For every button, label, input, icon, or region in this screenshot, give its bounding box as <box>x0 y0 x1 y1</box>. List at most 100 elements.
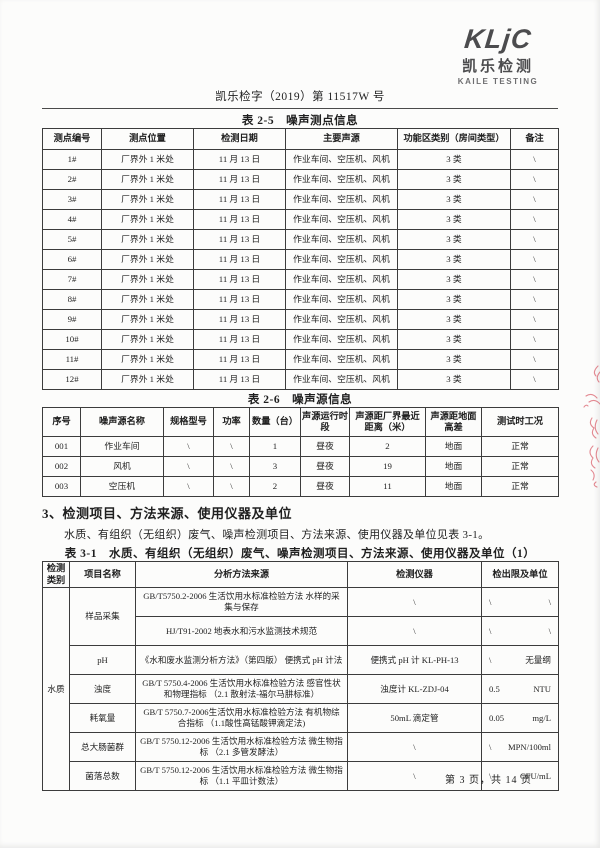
unit: \ <box>548 596 551 607</box>
unit: MPN/100ml <box>508 741 551 752</box>
limit-unit-cell: \ MPN/100ml <box>481 732 559 762</box>
red-stamp-fragment <box>583 365 600 488</box>
table-cell: 厂界外 1 米处 <box>101 189 194 210</box>
table-cell: 11 月 13 日 <box>193 249 286 270</box>
table-cell: \ <box>510 329 559 350</box>
method-cell: GB/T 5750.7-2006生活饮用水标准检验方法 有机物综合指标 （1.1… <box>135 703 348 733</box>
table-cell: 作业车间、空压机、风机 <box>285 369 398 390</box>
table-cell: 3 类 <box>397 209 511 230</box>
column-header: 检出限及单位 <box>481 561 559 588</box>
table-cell: \ <box>510 309 559 330</box>
project-cell: 总大肠菌群 <box>69 732 136 762</box>
table-cell: 风机 <box>80 456 164 477</box>
section-3-heading: 3、检测项目、方法来源、使用仪器及单位 <box>42 506 293 521</box>
instrument-cell: \ <box>347 587 482 617</box>
table-cell: 2# <box>42 169 102 190</box>
table-cell: 10# <box>42 329 102 350</box>
table-row: 2# 厂界外 1 米处 11 月 13 日作业车间、空压机、风机 3 类 \ <box>42 169 559 190</box>
table-cell: 5# <box>42 229 102 250</box>
unit: CFU/mL <box>519 770 551 781</box>
company-logo: KLjC 凯乐检测 KAILE TESTING <box>448 24 548 86</box>
instrument-cell: \ <box>347 616 482 646</box>
detection-limit: \ <box>489 596 492 607</box>
limit-unit-cell: \ \ <box>481 616 559 646</box>
table-cell: 2 <box>349 436 426 457</box>
detection-limit: \ <box>489 625 492 636</box>
detection-limit: \ <box>489 741 492 752</box>
table-cell: 厂界外 1 米处 <box>101 249 194 270</box>
table-cell: 11 月 13 日 <box>193 309 286 330</box>
noise-source-table: 序号 噪声源名称 规格型号 功率 数量（台） 声源运行时段 声源距厂界最近距离（米） 声源距地… <box>42 407 559 497</box>
column-header: 备注 <box>510 128 559 150</box>
table-cell: 昼夜 <box>300 436 350 457</box>
table-cell: 空压机 <box>80 476 164 497</box>
unit: 无量纲 <box>525 654 551 665</box>
table-cell: 作业车间、空压机、风机 <box>285 169 398 190</box>
table-3-1-title: 表 3-1 水质、有组织（无组织）废气、噪声检测项目、方法来源、使用仪器及单位（… <box>64 548 536 560</box>
table-cell: 作业车间、空压机、风机 <box>285 189 398 210</box>
table-cell: 3 类 <box>397 249 511 270</box>
column-header: 数量（台） <box>249 407 301 437</box>
unit: mg/L <box>532 712 551 723</box>
column-header: 检测日期 <box>193 128 286 150</box>
table-cell: \ <box>510 349 559 370</box>
table-row: 002 风机 \ \ 3 昼夜 19 地面 正常 <box>42 456 559 477</box>
table-cell: 3 类 <box>397 289 511 310</box>
table-cell: \ <box>163 456 214 477</box>
method-cell: GB/T 5750.12-2006 生活饮用水标准检验方法 微生物指标 （1.1… <box>135 761 348 791</box>
table-cell: 8# <box>42 289 102 310</box>
table-row: 8# 厂界外 1 米处 11 月 13 日作业车间、空压机、风机 3 类 \ <box>42 289 559 310</box>
page-number: 第 3 页，共 14 页 <box>445 775 532 786</box>
table-row: 9# 厂界外 1 米处 11 月 13 日作业车间、空压机、风机 3 类 \ <box>42 309 559 330</box>
table-cell: 厂界外 1 米处 <box>101 329 194 350</box>
table-cell: 3 类 <box>397 149 511 170</box>
table-cell: 3 类 <box>397 369 511 390</box>
table-row: 1# 厂界外 1 米处 11 月 13 日作业车间、空压机、风机 3 类 \ <box>42 149 559 170</box>
table-cell: 作业车间、空压机、风机 <box>285 289 398 310</box>
table-row: 耗氧量 GB/T 5750.7-2006生活饮用水标准检验方法 有机物综合指标 （… <box>43 703 559 733</box>
table-row: 003 空压机 \ \ 2 昼夜 11 地面 正常 <box>42 476 559 497</box>
table-cell: 3 类 <box>397 309 511 330</box>
table-row: 10# 厂界外 1 米处 11 月 13 日作业车间、空压机、风机 3 类 \ <box>42 329 559 350</box>
column-header: 主要声源 <box>285 128 398 150</box>
table-cell: 11 月 13 日 <box>193 229 286 250</box>
table-row: 001 作业车间 \ \ 1 昼夜 2 地面 正常 <box>42 436 559 457</box>
unit: \ <box>548 625 551 636</box>
column-header: 声源距厂界最近距离（米） <box>349 407 426 437</box>
category-cell: 水质 <box>42 587 70 791</box>
table-cell: \ <box>510 209 559 230</box>
column-header: 功率 <box>213 407 250 437</box>
project-cell: pH <box>69 645 136 675</box>
table-cell: \ <box>510 149 559 170</box>
method-cell: GB/T 5750.4-2006 生活饮用水标准检验方法 感官性状和物理指标 （… <box>135 674 348 704</box>
table-cell: 正常 <box>481 456 559 477</box>
method-table-header: 检测类别 项目名称 分析方法来源 检测仪器 检出限及单位 <box>42 561 559 588</box>
table-cell: 002 <box>42 456 81 477</box>
table-cell: 作业车间、空压机、风机 <box>285 249 398 270</box>
table-row: 菌落总数 GB/T 5750.12-2006 生活饮用水标准检验方法 微生物指标 … <box>43 761 559 791</box>
table-cell: 11 月 13 日 <box>193 269 286 290</box>
method-table: 检测类别 项目名称 分析方法来源 检测仪器 检出限及单位 水质 样品采集 GB/T5750.… <box>42 561 559 791</box>
table-cell: 作业车间、空压机、风机 <box>285 149 398 170</box>
table-cell: 4# <box>42 209 102 230</box>
table-cell: 1# <box>42 149 102 170</box>
table-cell: 6# <box>42 249 102 270</box>
table-cell: \ <box>213 476 250 497</box>
limit-unit-cell: \ 无量纲 <box>481 645 559 675</box>
table-cell: 9# <box>42 309 102 330</box>
table-row: 6# 厂界外 1 米处 11 月 13 日作业车间、空压机、风机 3 类 \ <box>42 249 559 270</box>
table-cell: 厂界外 1 米处 <box>101 289 194 310</box>
document-number: 凯乐检字（2019）第 11517W 号 <box>215 91 385 103</box>
table-cell: 正常 <box>481 436 559 457</box>
instrument-cell: 50mL 滴定管 <box>347 703 482 733</box>
table-cell: 3 <box>249 456 301 477</box>
table-cell: \ <box>510 289 559 310</box>
table-cell: 11 月 13 日 <box>193 149 286 170</box>
table-cell: 11 月 13 日 <box>193 329 286 350</box>
table-cell: 地面 <box>425 456 482 477</box>
project-cell: 浊度 <box>69 674 136 704</box>
table-cell: 7# <box>42 269 102 290</box>
column-header: 声源距地面高差 <box>425 407 482 437</box>
logo-acronym: KLjC <box>462 24 534 54</box>
detection-limit: 0.05 <box>489 712 505 723</box>
